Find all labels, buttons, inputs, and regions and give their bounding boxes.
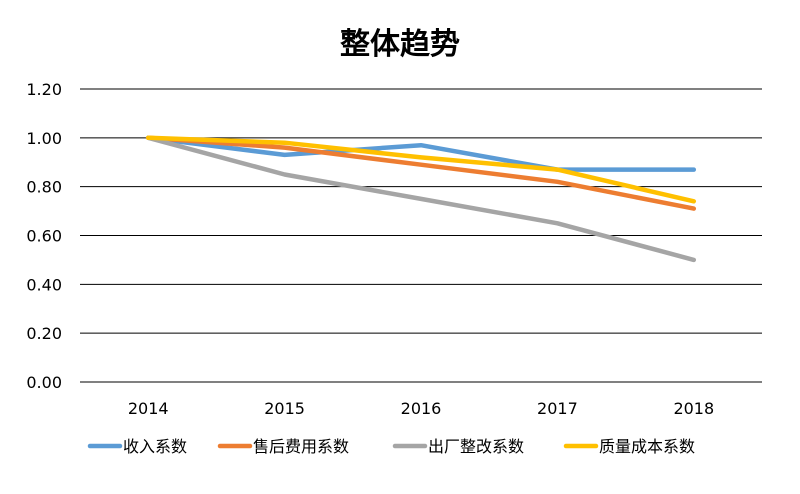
x-tick-label: 2014 bbox=[128, 399, 169, 418]
x-axis-ticks: 2014 2015 2016 2017 2018 bbox=[128, 399, 714, 418]
y-axis-ticks: 0.00 0.20 0.40 0.60 0.80 1.00 1.20 bbox=[26, 80, 62, 392]
legend: 收入系数 售后费用系数 出厂整改系数 质量成本系数 bbox=[87, 437, 695, 456]
y-tick-label: 0.40 bbox=[26, 275, 62, 294]
legend-label: 质量成本系数 bbox=[599, 437, 695, 456]
y-tick-label: 1.20 bbox=[26, 80, 62, 99]
series-line bbox=[145, 135, 697, 211]
legend-label: 收入系数 bbox=[123, 437, 187, 456]
y-tick-label: 1.00 bbox=[26, 129, 62, 148]
y-tick-label: 0.20 bbox=[26, 324, 62, 343]
gridlines bbox=[80, 88, 762, 383]
series-line bbox=[145, 135, 697, 263]
series-line bbox=[145, 135, 697, 204]
legend-label: 售后费用系数 bbox=[253, 437, 349, 456]
x-tick-label: 2016 bbox=[401, 399, 442, 418]
x-tick-label: 2017 bbox=[537, 399, 578, 418]
legend-label: 出厂整改系数 bbox=[428, 437, 524, 456]
y-tick-label: 0.00 bbox=[26, 373, 62, 392]
series-line bbox=[145, 135, 697, 172]
x-tick-label: 2018 bbox=[673, 399, 714, 418]
y-tick-label: 0.80 bbox=[26, 178, 62, 197]
x-tick-label: 2015 bbox=[264, 399, 305, 418]
y-tick-label: 0.60 bbox=[26, 227, 62, 246]
chart-title: 整体趋势 bbox=[340, 27, 460, 62]
series-lines bbox=[145, 135, 697, 263]
